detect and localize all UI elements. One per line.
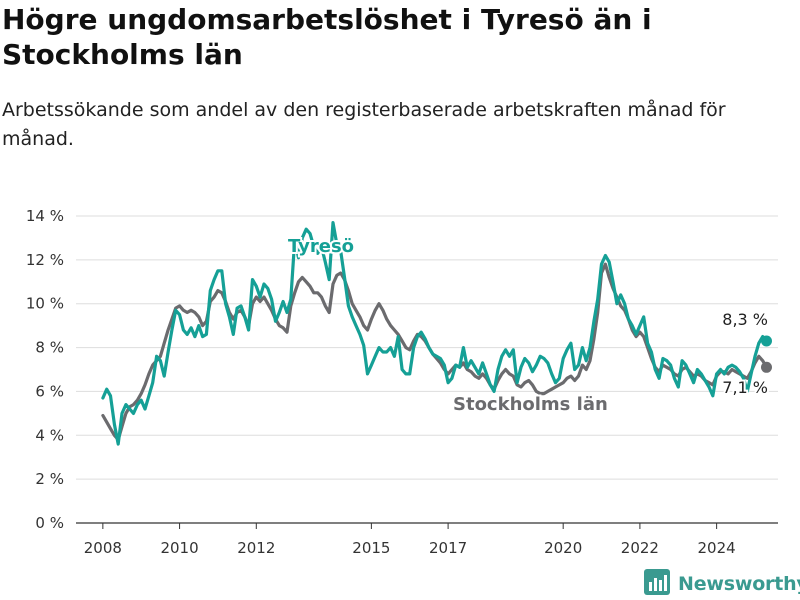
- end-value-stockholm: 7,1 %: [722, 378, 768, 397]
- series-line-stockholm: [101, 262, 769, 442]
- series-lines: [101, 221, 772, 446]
- grid-lines: [76, 215, 778, 524]
- y-axis-ticks: 0 % 2 % 4 % 6 % 8 % 10 % 12 % 14 %: [26, 207, 64, 532]
- y-tick-label: 0 %: [35, 514, 64, 532]
- y-tick-label: 8 %: [35, 339, 64, 357]
- x-tick-label: 2010: [160, 539, 198, 557]
- x-tick-label: 2020: [544, 539, 582, 557]
- x-tick-label: 2017: [429, 539, 467, 557]
- y-tick-label: 4 %: [35, 426, 64, 444]
- brand-logo: Newsworthy: [644, 569, 800, 599]
- series-labels: Tyresö Stockholms län 8,3 % 7,1 %: [286, 234, 770, 417]
- x-tick-label: 2022: [621, 539, 659, 557]
- y-tick-label: 6 %: [35, 382, 64, 400]
- y-tick-label: 12 %: [26, 251, 64, 269]
- y-tick-label: 2 %: [35, 470, 64, 488]
- end-point-tyreso: [760, 335, 772, 347]
- brand-name: Newsworthy: [678, 573, 800, 595]
- page-title: Högre ungdomsarbetslöshet i Tyresö än i …: [2, 3, 652, 71]
- y-tick-label: 14 %: [26, 207, 64, 225]
- x-tick-label: 2024: [698, 539, 736, 557]
- x-axis-ticks: 2008 2010 2012 2015 2017 2020 2022 2024: [84, 523, 736, 557]
- y-tick-label: 10 %: [26, 295, 64, 313]
- series-line-tyreso: [101, 221, 769, 446]
- series-label-tyreso: Tyresö: [288, 236, 354, 257]
- series-label-stockholm: Stockholms län: [453, 394, 608, 415]
- end-value-tyreso: 8,3 %: [722, 310, 768, 329]
- x-tick-label: 2008: [84, 539, 122, 557]
- end-point-stockholm: [760, 361, 772, 373]
- page-subtitle: Arbetssökande som andel av den registerb…: [2, 99, 726, 150]
- x-tick-label: 2012: [237, 539, 275, 557]
- x-tick-label: 2015: [352, 539, 390, 557]
- newsworthy-chart-icon: [644, 569, 670, 599]
